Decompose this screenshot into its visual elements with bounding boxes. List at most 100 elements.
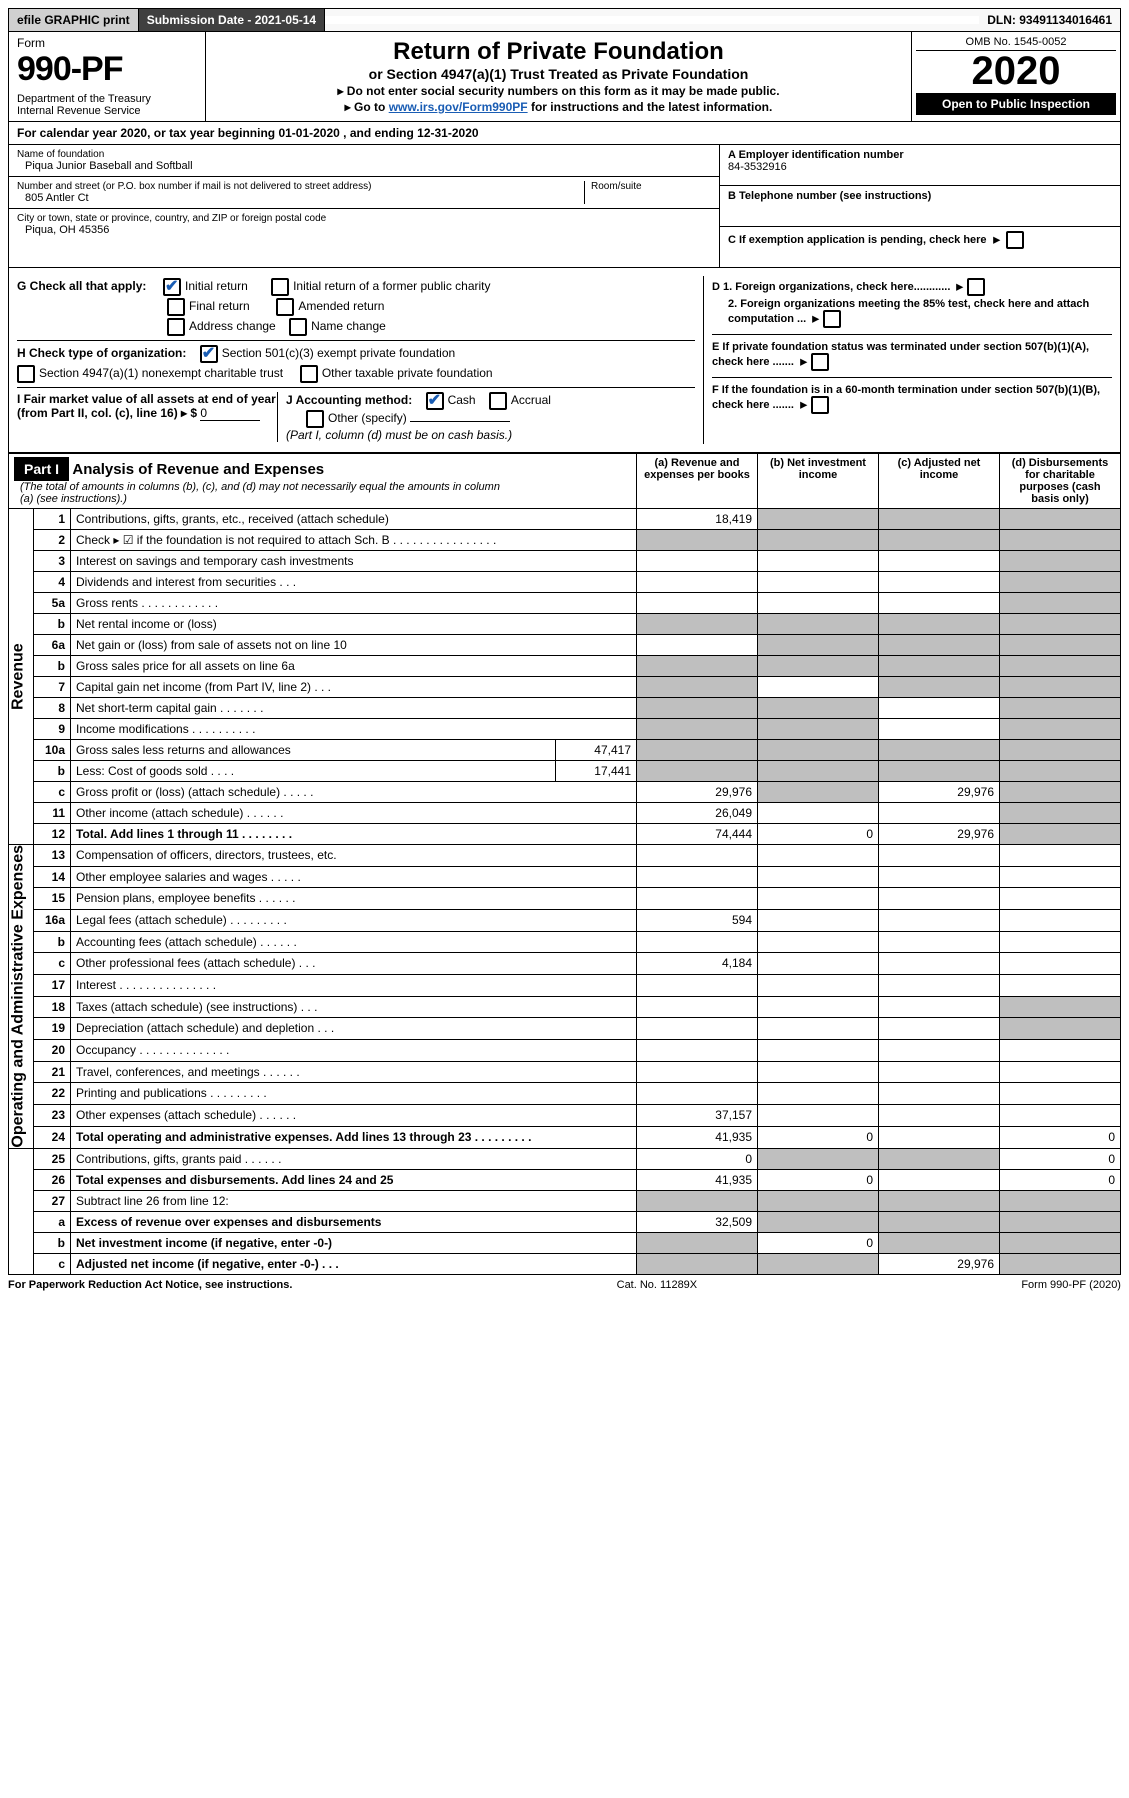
e-checkbox[interactable] — [811, 353, 829, 371]
line-27a-a: 32,509 — [637, 1211, 758, 1232]
other-method-checkbox[interactable] — [306, 410, 324, 428]
j-note: (Part I, column (d) must be on cash basi… — [286, 428, 695, 442]
submission-date: Submission Date - 2021-05-14 — [139, 9, 325, 31]
line-14-desc: Other employee salaries and wages . . . … — [71, 866, 637, 888]
line-16a-a: 594 — [637, 910, 758, 932]
d2-checkbox[interactable] — [823, 310, 841, 328]
line-24-desc: Total operating and administrative expen… — [71, 1126, 637, 1148]
line-27-desc: Subtract line 26 from line 12: — [71, 1190, 637, 1211]
line-25-d: 0 — [1000, 1148, 1121, 1169]
name-label: Name of foundation — [17, 149, 711, 160]
line-5a-desc: Gross rents . . . . . . . . . . . . — [71, 593, 637, 614]
col-c-header: (c) Adjusted net income — [879, 454, 1000, 509]
c3-checkbox[interactable] — [200, 345, 218, 363]
revenue-side-label: Revenue — [9, 509, 34, 845]
h-label: H Check type of organization: — [17, 346, 186, 360]
line-25-a: 0 — [637, 1148, 758, 1169]
tel-label: B Telephone number (see instructions) — [728, 190, 1112, 202]
room-label: Room/suite — [591, 181, 711, 192]
line-24-b: 0 — [758, 1126, 879, 1148]
ein-value: 84-3532916 — [728, 161, 1112, 173]
line-9-desc: Income modifications . . . . . . . . . . — [71, 719, 637, 740]
line-23-desc: Other expenses (attach schedule) . . . .… — [71, 1105, 637, 1127]
line-19-desc: Depreciation (attach schedule) and deple… — [71, 1018, 637, 1040]
line-4-desc: Dividends and interest from securities .… — [71, 572, 637, 593]
identification-block: Name of foundation Piqua Junior Baseball… — [8, 145, 1121, 268]
e-label: E If private foundation status was termi… — [712, 341, 1089, 368]
address-change-checkbox[interactable] — [167, 318, 185, 336]
g-label: G Check all that apply: — [17, 279, 146, 293]
line-6a-desc: Net gain or (loss) from sale of assets n… — [71, 635, 637, 656]
line-27c-c: 29,976 — [879, 1253, 1000, 1274]
form-note1: ▸ Do not enter social security numbers o… — [216, 84, 901, 98]
initial-return-checkbox[interactable] — [163, 278, 181, 296]
pending-checkbox[interactable] — [1006, 231, 1024, 249]
line-16c-a: 4,184 — [637, 953, 758, 975]
part1-title: Analysis of Revenue and Expenses — [72, 461, 324, 478]
d1-checkbox[interactable] — [967, 278, 985, 296]
arrow-icon — [993, 231, 1000, 248]
line-26-d: 0 — [1000, 1169, 1121, 1190]
d2-label: 2. Foreign organizations meeting the 85%… — [728, 298, 1089, 325]
footer-left: For Paperwork Reduction Act Notice, see … — [8, 1279, 292, 1291]
line-8-desc: Net short-term capital gain . . . . . . … — [71, 698, 637, 719]
line-3-desc: Interest on savings and temporary cash i… — [71, 551, 637, 572]
city-value: Piqua, OH 45356 — [25, 224, 711, 236]
amended-return-checkbox[interactable] — [276, 298, 294, 316]
line-10a-desc: Gross sales less returns and allowances — [71, 740, 556, 761]
line-10b-inset: 17,441 — [556, 761, 637, 782]
pending-label: C If exemption application is pending, c… — [728, 234, 987, 246]
footer-mid: Cat. No. 11289X — [617, 1279, 698, 1291]
line-23-a: 37,157 — [637, 1105, 758, 1127]
trust-checkbox[interactable] — [17, 365, 35, 383]
line-12-desc: Total. Add lines 1 through 11 . . . . . … — [71, 824, 637, 845]
line-10c-c: 29,976 — [879, 782, 1000, 803]
foundation-name: Piqua Junior Baseball and Softball — [25, 160, 711, 172]
line-24-d: 0 — [1000, 1126, 1121, 1148]
line-2-desc: Check ▸ ☑ if the foundation is not requi… — [71, 530, 637, 551]
cash-checkbox[interactable] — [426, 392, 444, 410]
ein-label: A Employer identification number — [728, 149, 1112, 161]
line-7-desc: Capital gain net income (from Part IV, l… — [71, 677, 637, 698]
name-change-checkbox[interactable] — [289, 318, 307, 336]
line-26-a: 41,935 — [637, 1169, 758, 1190]
line-25-desc: Contributions, gifts, grants paid . . . … — [71, 1148, 637, 1169]
col-b-header: (b) Net investment income — [758, 454, 879, 509]
line-24-a: 41,935 — [637, 1126, 758, 1148]
f-label: F If the foundation is in a 60-month ter… — [712, 384, 1100, 411]
part1-badge: Part I — [14, 457, 69, 481]
line-12-a: 74,444 — [637, 824, 758, 845]
initial-former-checkbox[interactable] — [271, 278, 289, 296]
final-return-checkbox[interactable] — [167, 298, 185, 316]
d1-label: D 1. Foreign organizations, check here..… — [712, 281, 950, 293]
open-public-badge: Open to Public Inspection — [916, 93, 1116, 115]
line-10b-desc: Less: Cost of goods sold . . . . — [71, 761, 556, 782]
line-27b-desc: Net investment income (if negative, ente… — [71, 1232, 637, 1253]
calendar-year-row: For calendar year 2020, or tax year begi… — [8, 122, 1121, 145]
line-1-desc: Contributions, gifts, grants, etc., rece… — [71, 509, 637, 530]
line-20-desc: Occupancy . . . . . . . . . . . . . . — [71, 1040, 637, 1062]
other-tax-checkbox[interactable] — [300, 365, 318, 383]
line-1-a: 18,419 — [637, 509, 758, 530]
part1-note: (The total of amounts in columns (b), (c… — [20, 481, 500, 505]
form-label: Form — [17, 36, 197, 50]
line-10c-a: 29,976 — [637, 782, 758, 803]
line-13-desc: Compensation of officers, directors, tru… — [71, 845, 637, 867]
col-d-header: (d) Disbursements for charitable purpose… — [1000, 454, 1121, 509]
line-6b-desc: Gross sales price for all assets on line… — [71, 656, 637, 677]
dept-label: Department of the Treasury Internal Reve… — [17, 93, 197, 117]
line-12-b: 0 — [758, 824, 879, 845]
line-27c-desc: Adjusted net income (if negative, enter … — [71, 1253, 637, 1274]
accrual-checkbox[interactable] — [489, 392, 507, 410]
form-header: Form 990-PF Department of the Treasury I… — [8, 32, 1121, 122]
f-checkbox[interactable] — [811, 396, 829, 414]
efile-label[interactable]: efile GRAPHIC print — [9, 9, 139, 31]
part1-table: Part I Analysis of Revenue and Expenses … — [8, 453, 1121, 1275]
col-a-header: (a) Revenue and expenses per books — [637, 454, 758, 509]
irs-link[interactable]: www.irs.gov/Form990PF — [389, 100, 528, 114]
form-note2: ▸ Go to www.irs.gov/Form990PF for instru… — [216, 100, 901, 114]
expenses-side-label: Operating and Administrative Expenses — [9, 845, 34, 1149]
form-title: Return of Private Foundation — [216, 38, 901, 66]
line-15-desc: Pension plans, employee benefits . . . .… — [71, 888, 637, 910]
line-16c-desc: Other professional fees (attach schedule… — [71, 953, 637, 975]
